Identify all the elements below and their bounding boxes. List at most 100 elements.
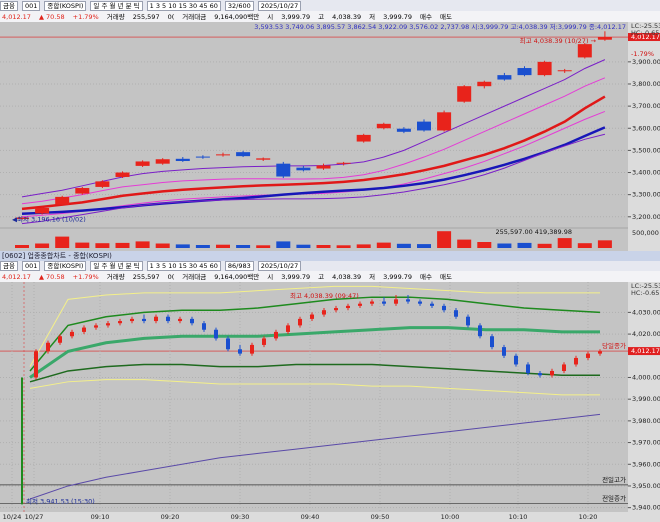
quote-item: 3,999.79: [383, 12, 413, 21]
indicator-line: [21, 59, 606, 198]
panel-header: [0602] 업종종합차트 - 종합(KOSPI): [0, 251, 660, 261]
candle-body: [115, 172, 130, 177]
candle-body: [55, 196, 70, 205]
x-tick-label: 09:30: [231, 513, 250, 521]
toolbar-item[interactable]: 1 3 5 10 15 30 45 60: [146, 261, 221, 271]
volume-bar: [537, 243, 552, 248]
low-note: ◀최저 3,196.16 (10/02): [12, 215, 86, 224]
candle-body: [396, 128, 411, 132]
toolbar-item[interactable]: 종합(KOSPI): [44, 261, 87, 271]
quote-item: 매도: [440, 272, 452, 281]
toolbar-item[interactable]: 일 주 월 년 분 틱: [90, 261, 143, 271]
volume-bar: [75, 242, 90, 248]
candle-body: [466, 316, 470, 326]
toolbar-item[interactable]: 001: [21, 261, 41, 271]
candle-body: [538, 373, 542, 376]
ma-legend: 3,593.53 3,749.06 3,895.57 3,862.54 3,92…: [254, 22, 626, 31]
volume-bar: [276, 241, 291, 248]
candle-body: [574, 357, 578, 365]
x-tick-label: 09:50: [371, 513, 390, 521]
intraday-chart: 4,030.00 4,020.00 4,000.00 3,990.00 3,980.00…: [0, 282, 660, 522]
quote-item: 3,999.79: [383, 272, 413, 281]
candle-body: [376, 123, 391, 129]
quote-item: 3,999.79: [281, 12, 311, 21]
volume-bar: [135, 241, 150, 248]
volume-bar: [477, 242, 492, 248]
quote-item: 255,597: [132, 272, 160, 281]
toolbar-item[interactable]: 86/983: [224, 261, 254, 271]
candle-body: [262, 338, 266, 345]
candle-body: [296, 167, 311, 171]
candle-body: [577, 44, 592, 58]
toolbar-item[interactable]: 2025/10/27: [257, 0, 302, 11]
candle-body: [418, 301, 422, 304]
y-tick-label: 3,500.00: [632, 146, 660, 154]
volume-bar: [557, 238, 572, 248]
y-tick-label: 3,400.00: [632, 169, 660, 177]
quote-item: +1.79%: [72, 272, 99, 281]
candle-body: [346, 305, 350, 309]
candle-body: [250, 344, 254, 354]
volume-bar: [115, 242, 130, 248]
quote-item: 거래량: [106, 12, 125, 21]
indicator-line: [29, 296, 601, 372]
volume-bar: [15, 245, 29, 248]
candle-body: [454, 310, 458, 317]
candle-body: [502, 347, 506, 356]
volume-bar: [296, 244, 311, 248]
toolbar-item[interactable]: 금융: [0, 261, 18, 271]
volume-bar: [417, 244, 431, 248]
toolbar-item[interactable]: 일 주 월 년 분 틱: [90, 0, 143, 11]
candle-body: [394, 299, 398, 304]
volume-bar: [316, 245, 331, 248]
daily-chart: 3,900.00 3,800.00 3,700.00 3,600.00 3,500.00…: [0, 22, 660, 251]
y-tick-label: 3,200.00: [632, 213, 660, 221]
quote-item: +1.79%: [72, 12, 99, 21]
side-label: LC:-25.53: [631, 282, 660, 290]
candle-body: [195, 156, 210, 158]
quote-item: 0(: [167, 12, 175, 21]
candle-body: [190, 318, 194, 324]
candle-body: [118, 321, 122, 324]
candle-body: [598, 351, 602, 354]
candle-body: [226, 338, 230, 350]
x-tick-label: 10:20: [579, 513, 598, 521]
quote-item: 3,999.79: [281, 272, 311, 281]
price-box: [628, 347, 660, 356]
candle-body: [46, 342, 50, 352]
toolbar-item[interactable]: 2025/10/27: [257, 261, 302, 271]
y-tick-label: 4,020.00: [632, 330, 660, 338]
candle-body: [322, 310, 326, 315]
toolbar-item[interactable]: 종합(KOSPI): [44, 0, 87, 11]
quote-item: 매도: [440, 12, 452, 21]
side-label: HC:-0.65: [631, 289, 659, 297]
toolbar-item[interactable]: 001: [21, 0, 41, 11]
price-label: 4,012.17: [631, 347, 660, 355]
x-tick-label: 10/27: [25, 513, 44, 521]
candle-body: [557, 70, 572, 72]
quote-item: ▲ 70.58: [38, 272, 65, 281]
toolbar-item[interactable]: 32/600: [224, 0, 254, 11]
candle-body: [276, 163, 291, 177]
volume-tick-label: 500,000: [632, 229, 659, 237]
quote-item: 4,038.39: [332, 272, 362, 281]
volume-bar: [155, 243, 170, 248]
indicator-line: [29, 326, 600, 379]
y-tick-label: 3,990.00: [632, 395, 660, 403]
candle-body: [597, 37, 612, 40]
candle-body: [478, 325, 482, 337]
toolbar-item[interactable]: 금융: [0, 0, 18, 11]
volume-bar: [517, 242, 532, 248]
candle-body: [310, 314, 314, 319]
candle-body: [457, 86, 472, 102]
candle-body: [336, 162, 351, 164]
volume-bar: [35, 243, 50, 248]
volume-bar: [195, 245, 210, 248]
x-tick-label: 10:00: [441, 513, 460, 521]
toolbar-item[interactable]: 1 3 5 10 15 30 45 60: [146, 0, 221, 11]
candle-body: [15, 217, 29, 220]
y-tick-label: 4,030.00: [632, 308, 660, 316]
candle-body: [75, 188, 90, 194]
candle-body: [526, 364, 530, 374]
